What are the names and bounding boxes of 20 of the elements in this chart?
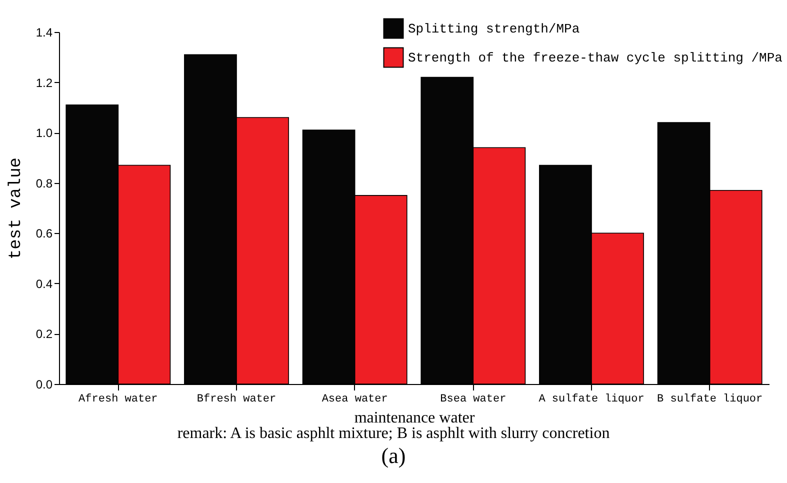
y-tick-label: 0.4 [36, 276, 53, 291]
x-tick-label: B sulfate liquor [657, 394, 763, 406]
text: remark: A is basic asphlt mixture; B is asphlt with slurry concretion [176, 425, 611, 443]
y-tick-label: 0.8 [36, 176, 53, 190]
y-tick-label: 0.0 [36, 378, 53, 392]
y-tick-label: 0.6 [36, 226, 53, 241]
legend-label: Strength of the freeze-thaw cycle splitting /MPa [408, 50, 783, 66]
x-tick-label: A sulfate liquor [538, 394, 644, 406]
legend-label: Splitting strength/MPa [408, 22, 580, 36]
x-tick-label: Bsea water [440, 394, 506, 406]
y-tick-label: 1.0 [36, 126, 53, 140]
x-tick-label: Afresh water [78, 394, 158, 406]
y-tick-label: 0.2 [36, 327, 53, 342]
y-axis-title: test value [6, 157, 26, 260]
x-tick-label: Asea water [322, 394, 388, 406]
y-tick-label: 1.4 [36, 26, 53, 40]
x-tick-label: Bfresh water [196, 394, 276, 406]
text: (a) [380, 443, 407, 469]
y-tick-label: 1.2 [36, 76, 53, 90]
x-axis-title: maintenance water [354, 410, 476, 426]
